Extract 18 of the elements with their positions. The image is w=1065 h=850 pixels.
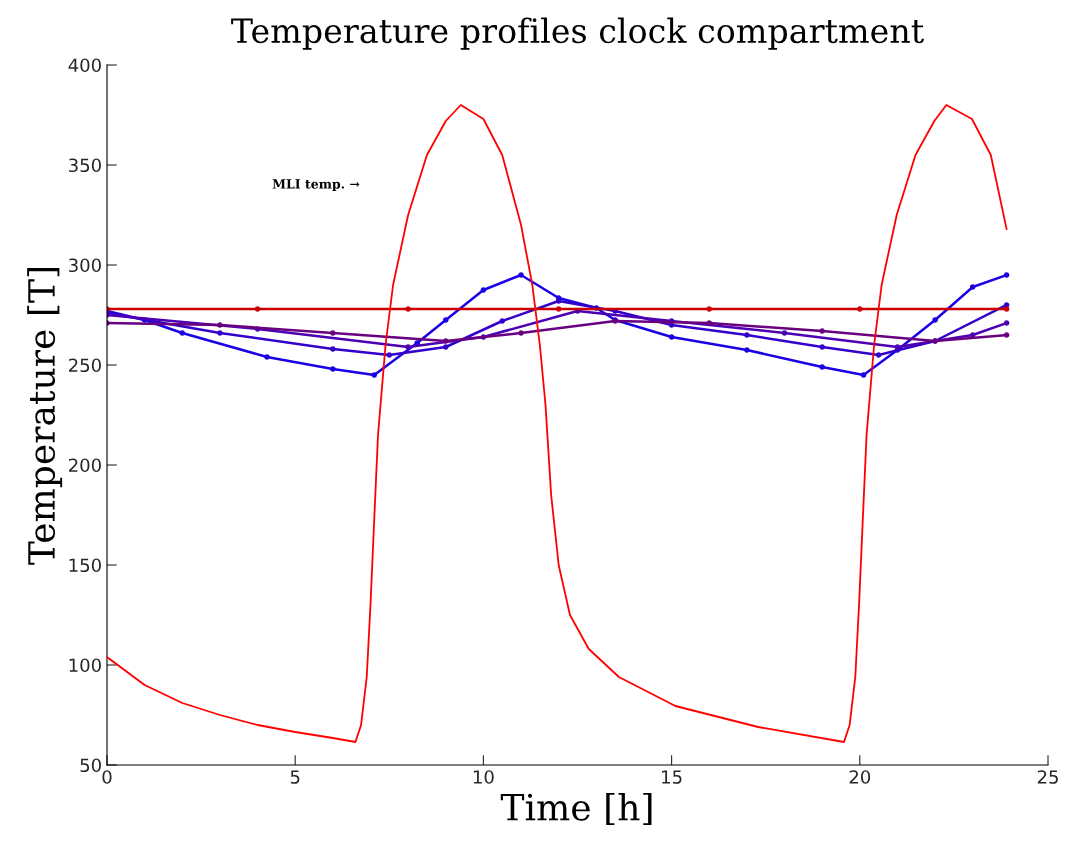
x-tick-label: 0	[102, 770, 112, 784]
x-tick-label: 25	[1037, 770, 1058, 784]
y-axis-title: Temperature [T]	[27, 267, 63, 565]
annotation: MLI temp. →	[272, 179, 360, 192]
x-axis-title: Time [h]	[500, 792, 652, 826]
x-tick-label: 5	[290, 770, 300, 784]
y-tick-label: 400	[68, 58, 101, 73]
x-tick-label: 10	[473, 770, 494, 784]
y-tick-label: 100	[69, 658, 101, 673]
y-tick-label: 200	[69, 458, 101, 473]
x-tick-label: 20	[849, 770, 871, 784]
x-tick-label: 15	[662, 770, 682, 784]
y-tick-label: 350	[69, 158, 101, 173]
y-tick-label: 150	[69, 558, 101, 573]
y-tick-label: 300	[69, 258, 101, 273]
chart-title: Temperature profiles clock compartment	[231, 17, 924, 50]
y-tick-label: 250	[69, 358, 101, 373]
y-tick-label: 50	[80, 758, 101, 773]
